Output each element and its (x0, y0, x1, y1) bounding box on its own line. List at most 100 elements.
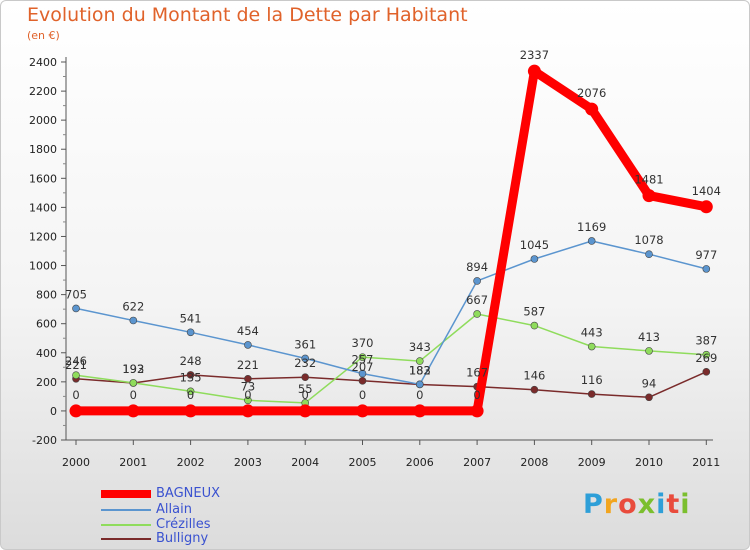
data-label: 246 (65, 354, 87, 368)
data-point (530, 255, 539, 263)
chart-title: Evolution du Montant de la Dette par Hab… (27, 4, 468, 26)
data-point (186, 328, 195, 337)
series-crézilles (72, 310, 711, 407)
y-tick-label: 1400 (29, 201, 57, 214)
data-point (645, 347, 653, 355)
data-point (585, 102, 599, 116)
series-line (75, 371, 707, 399)
y-tick-label: 200 (36, 376, 57, 389)
series-allain (72, 237, 711, 389)
logo-letter: i (680, 489, 691, 520)
data-label: 1404 (692, 184, 721, 198)
series-bagneux (69, 64, 713, 418)
y-tick-label: 2400 (29, 56, 57, 69)
data-label: 413 (638, 330, 660, 344)
y-tick-label: 800 (36, 289, 57, 302)
data-label: 0 (187, 388, 194, 402)
series-group: 221 192 248 221 232 207 182 167 146 116 94 269 246 19… (65, 48, 721, 418)
data-label: 167 (466, 366, 488, 380)
series-line (76, 66, 708, 416)
data-point (642, 189, 656, 203)
data-label: 192 (122, 362, 144, 376)
logo-letter: o (618, 489, 638, 520)
x-tick-label: 2006 (406, 456, 434, 469)
data-point (530, 385, 539, 394)
data-point (413, 404, 427, 418)
data-point (184, 404, 198, 418)
x-tick-label: 2010 (635, 456, 663, 469)
legend-item-crezilles: Crézilles (101, 517, 211, 532)
x-tick-label: 2003 (234, 456, 262, 469)
data-point (186, 387, 195, 396)
data-label: 0 (130, 388, 137, 402)
logo-letter: x (637, 489, 657, 520)
proxiti-logo: Proxiti (583, 489, 691, 520)
data-point (72, 371, 80, 379)
y-tick-label: 2000 (29, 114, 57, 127)
series-line (75, 240, 707, 386)
data-label: 182 (409, 363, 431, 377)
data-point (356, 404, 369, 418)
series-line (75, 313, 707, 404)
data-label: 116 (581, 373, 603, 387)
y-tick-label: 0 (50, 405, 57, 418)
data-label: 587 (523, 305, 545, 319)
x-tick-label: 2008 (520, 456, 548, 469)
data-label: 0 (72, 388, 79, 402)
y-tick-label: -200 (32, 434, 57, 447)
data-point (702, 368, 711, 376)
data-point (587, 342, 596, 351)
data-point (415, 357, 424, 365)
y-tick-label: 400 (36, 347, 57, 360)
x-tick-label: 2002 (177, 456, 205, 469)
data-label: 0 (302, 388, 309, 402)
data-label: 1481 (634, 173, 663, 187)
legend-item-allain: Allain (101, 502, 192, 517)
data-point (702, 265, 711, 273)
data-point (69, 404, 83, 418)
data-label: 1169 (577, 220, 606, 234)
y-tick-label: 1200 (29, 230, 57, 243)
data-point (587, 390, 596, 398)
data-label: 2337 (520, 48, 549, 62)
data-label: 207 (352, 360, 374, 374)
data-label: 370 (352, 336, 374, 350)
legend-swatch-crezilles (101, 523, 151, 526)
data-point (129, 316, 138, 325)
data-label: 232 (294, 356, 316, 370)
legend-swatch-allain (101, 508, 151, 511)
data-point (473, 277, 481, 285)
x-tick-label: 2007 (463, 456, 491, 469)
legend-label: Allain (156, 502, 192, 517)
x-tick-label: 2005 (349, 456, 377, 469)
data-point (186, 371, 195, 379)
data-label: 541 (180, 311, 202, 325)
data-point (72, 304, 80, 313)
data-label: 361 (294, 337, 316, 351)
data-point (473, 310, 481, 318)
legend-label: Crézilles (156, 517, 211, 532)
data-point (699, 200, 713, 214)
data-label: 269 (695, 351, 717, 365)
data-label: 622 (122, 299, 144, 313)
data-point (530, 321, 539, 330)
data-label: 193 (122, 362, 144, 376)
data-label: 454 (237, 324, 259, 338)
data-point (645, 250, 653, 258)
data-point (645, 393, 653, 402)
data-label: 1045 (520, 238, 549, 252)
data-label: 343 (409, 340, 431, 354)
data-point (129, 379, 138, 387)
data-point (702, 350, 711, 359)
data-label: 0 (416, 388, 423, 402)
data-label: 894 (466, 260, 488, 274)
logo-letter: r (603, 489, 619, 520)
data-point (301, 373, 310, 381)
logo-letter: i (656, 489, 667, 520)
data-label: 443 (581, 326, 603, 340)
data-point (415, 380, 424, 389)
data-point (298, 404, 312, 418)
data-label: 0 (359, 388, 366, 402)
